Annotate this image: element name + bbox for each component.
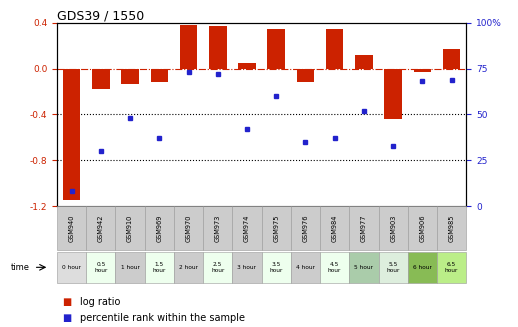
Text: 1 hour: 1 hour <box>121 265 139 270</box>
Bar <box>297 69 314 82</box>
Bar <box>180 25 197 69</box>
Bar <box>238 63 256 69</box>
Bar <box>326 29 343 69</box>
Text: GSM984: GSM984 <box>332 214 338 242</box>
Text: 5.5
hour: 5.5 hour <box>386 262 400 272</box>
Text: GSM969: GSM969 <box>156 215 162 242</box>
Text: percentile rank within the sample: percentile rank within the sample <box>80 313 246 323</box>
Text: 0.5
hour: 0.5 hour <box>94 262 108 272</box>
Text: 5 hour: 5 hour <box>354 265 373 270</box>
Text: GSM976: GSM976 <box>303 214 308 242</box>
Text: GDS39 / 1550: GDS39 / 1550 <box>57 10 144 23</box>
Text: GSM970: GSM970 <box>185 214 192 242</box>
Text: GSM940: GSM940 <box>68 214 75 242</box>
Text: 3 hour: 3 hour <box>237 265 256 270</box>
Bar <box>355 55 372 69</box>
Text: 0 hour: 0 hour <box>62 265 81 270</box>
Text: 1.5
hour: 1.5 hour <box>153 262 166 272</box>
Text: GSM973: GSM973 <box>215 215 221 242</box>
Text: GSM942: GSM942 <box>98 214 104 242</box>
Bar <box>267 29 285 69</box>
Text: GSM975: GSM975 <box>273 214 279 242</box>
Bar <box>92 69 110 89</box>
Bar <box>413 69 431 72</box>
Bar <box>209 26 226 69</box>
Text: 6 hour: 6 hour <box>413 265 432 270</box>
Bar <box>384 69 402 119</box>
Text: 6.5
hour: 6.5 hour <box>445 262 458 272</box>
Bar <box>121 69 139 84</box>
Text: ■: ■ <box>62 313 71 323</box>
Text: GSM974: GSM974 <box>244 214 250 242</box>
Text: GSM906: GSM906 <box>420 214 425 242</box>
Text: 3.5
hour: 3.5 hour <box>269 262 283 272</box>
Text: 2 hour: 2 hour <box>179 265 198 270</box>
Text: log ratio: log ratio <box>80 298 121 307</box>
Text: GSM977: GSM977 <box>361 214 367 242</box>
Bar <box>151 69 168 82</box>
Text: GSM910: GSM910 <box>127 215 133 242</box>
Text: GSM985: GSM985 <box>449 214 455 242</box>
Bar <box>443 49 461 69</box>
Text: 4 hour: 4 hour <box>296 265 315 270</box>
Text: time: time <box>10 263 30 272</box>
Bar <box>63 69 80 200</box>
Text: GSM903: GSM903 <box>390 215 396 242</box>
Text: 4.5
hour: 4.5 hour <box>328 262 341 272</box>
Text: ■: ■ <box>62 298 71 307</box>
Text: 2.5
hour: 2.5 hour <box>211 262 224 272</box>
